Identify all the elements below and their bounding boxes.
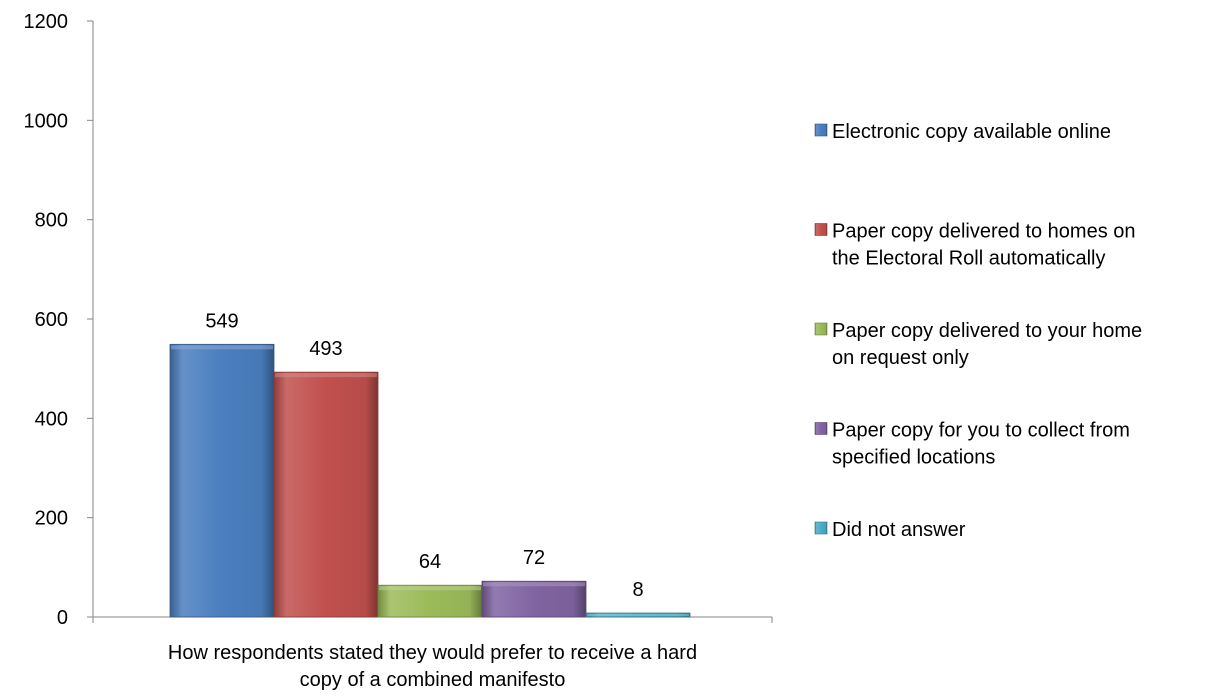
legend-label: on request only — [832, 347, 969, 369]
legend-marker — [814, 123, 828, 137]
legend-marker — [814, 521, 828, 535]
y-tick-label: 800 — [35, 210, 68, 232]
category-label-line: How respondents stated they would prefer… — [168, 642, 697, 664]
legend-label: Paper copy delivered to homes on — [832, 221, 1136, 243]
bar-3 — [377, 584, 483, 618]
legend-item-1: Electronic copy available online — [814, 121, 1111, 143]
legend: Electronic copy available online Paper co… — [814, 121, 1142, 541]
bar-1 — [169, 343, 275, 618]
bar-highlight — [275, 373, 377, 378]
bar-highlight — [171, 345, 273, 350]
bar-4 — [481, 580, 587, 618]
y-tick-label: 1200 — [24, 11, 69, 33]
axes: 0 200 400 600 800 1000 1200 How respondents sta… — [24, 11, 773, 691]
bar-2 — [273, 371, 379, 618]
legend-item-4: Paper copy for you to collect from specif… — [814, 420, 1130, 469]
data-labels: 549 493 64 72 8 — [205, 310, 643, 601]
y-tick-label: 1000 — [24, 110, 69, 132]
bar-highlight — [587, 614, 689, 616]
legend-label: specified locations — [832, 447, 995, 469]
legend-item-3: Paper copy delivered to your home on requ… — [814, 320, 1142, 369]
y-tick-label: 200 — [35, 508, 68, 530]
data-label-1: 549 — [205, 310, 238, 332]
legend-marker — [814, 223, 828, 236]
y-tick-label: 0 — [57, 607, 68, 629]
bar-highlight — [483, 582, 585, 587]
legend-label: Paper copy for you to collect from — [832, 420, 1130, 442]
data-label-4: 72 — [523, 547, 545, 569]
bar-highlight — [379, 586, 481, 591]
legend-marker — [814, 422, 828, 435]
legend-label: Did not answer — [832, 519, 966, 541]
legend-marker — [814, 322, 828, 336]
y-tick-label: 600 — [35, 309, 68, 331]
data-label-2: 493 — [309, 338, 342, 360]
legend-label: Electronic copy available online — [832, 121, 1111, 143]
bars — [169, 343, 691, 618]
data-label-5: 8 — [632, 579, 643, 601]
y-tick-label: 400 — [35, 408, 68, 430]
legend-label: Paper copy delivered to your home — [832, 320, 1142, 342]
legend-item-5: Did not answer — [814, 519, 966, 541]
legend-label: the Electoral Roll automatically — [832, 248, 1105, 270]
legend-item-2: Paper copy delivered to homes on the Elec… — [814, 221, 1136, 270]
data-label-3: 64 — [419, 551, 441, 573]
category-label-line: copy of a combined manifesto — [300, 669, 566, 691]
